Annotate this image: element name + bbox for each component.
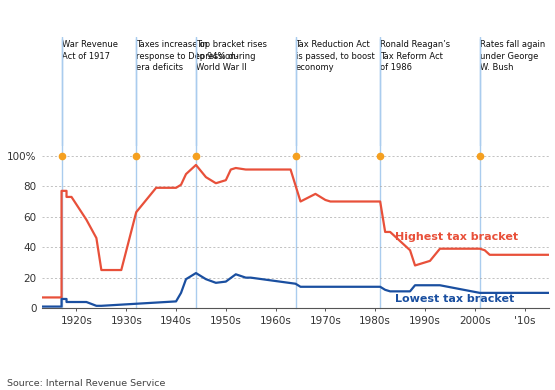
- Text: Highest tax bracket: Highest tax bracket: [395, 232, 518, 241]
- Text: Lowest tax bracket: Lowest tax bracket: [395, 294, 514, 304]
- Text: Source: Internal Revenue Service: Source: Internal Revenue Service: [7, 379, 165, 388]
- Text: Deep Pockets: Deep Pockets: [7, 11, 119, 26]
- Text: Taxes increase in
response to Depression-
era deficits: Taxes increase in response to Depression…: [136, 40, 239, 72]
- Text: Tax Reduction Act
is passed, to boost
economy: Tax Reduction Act is passed, to boost ec…: [296, 40, 374, 72]
- Text: War Revenue
Act of 1917: War Revenue Act of 1917: [62, 40, 118, 61]
- Text: Rates fall again
under George
W. Bush: Rates fall again under George W. Bush: [480, 40, 545, 72]
- Text: Top bracket rises
to 94% during
World War II: Top bracket rises to 94% during World Wa…: [196, 40, 267, 72]
- Text: | Tax rates over the past century: | Tax rates over the past century: [99, 11, 344, 27]
- Text: Ronald Reagan’s
Tax Reform Act
of 1986: Ronald Reagan’s Tax Reform Act of 1986: [380, 40, 450, 72]
